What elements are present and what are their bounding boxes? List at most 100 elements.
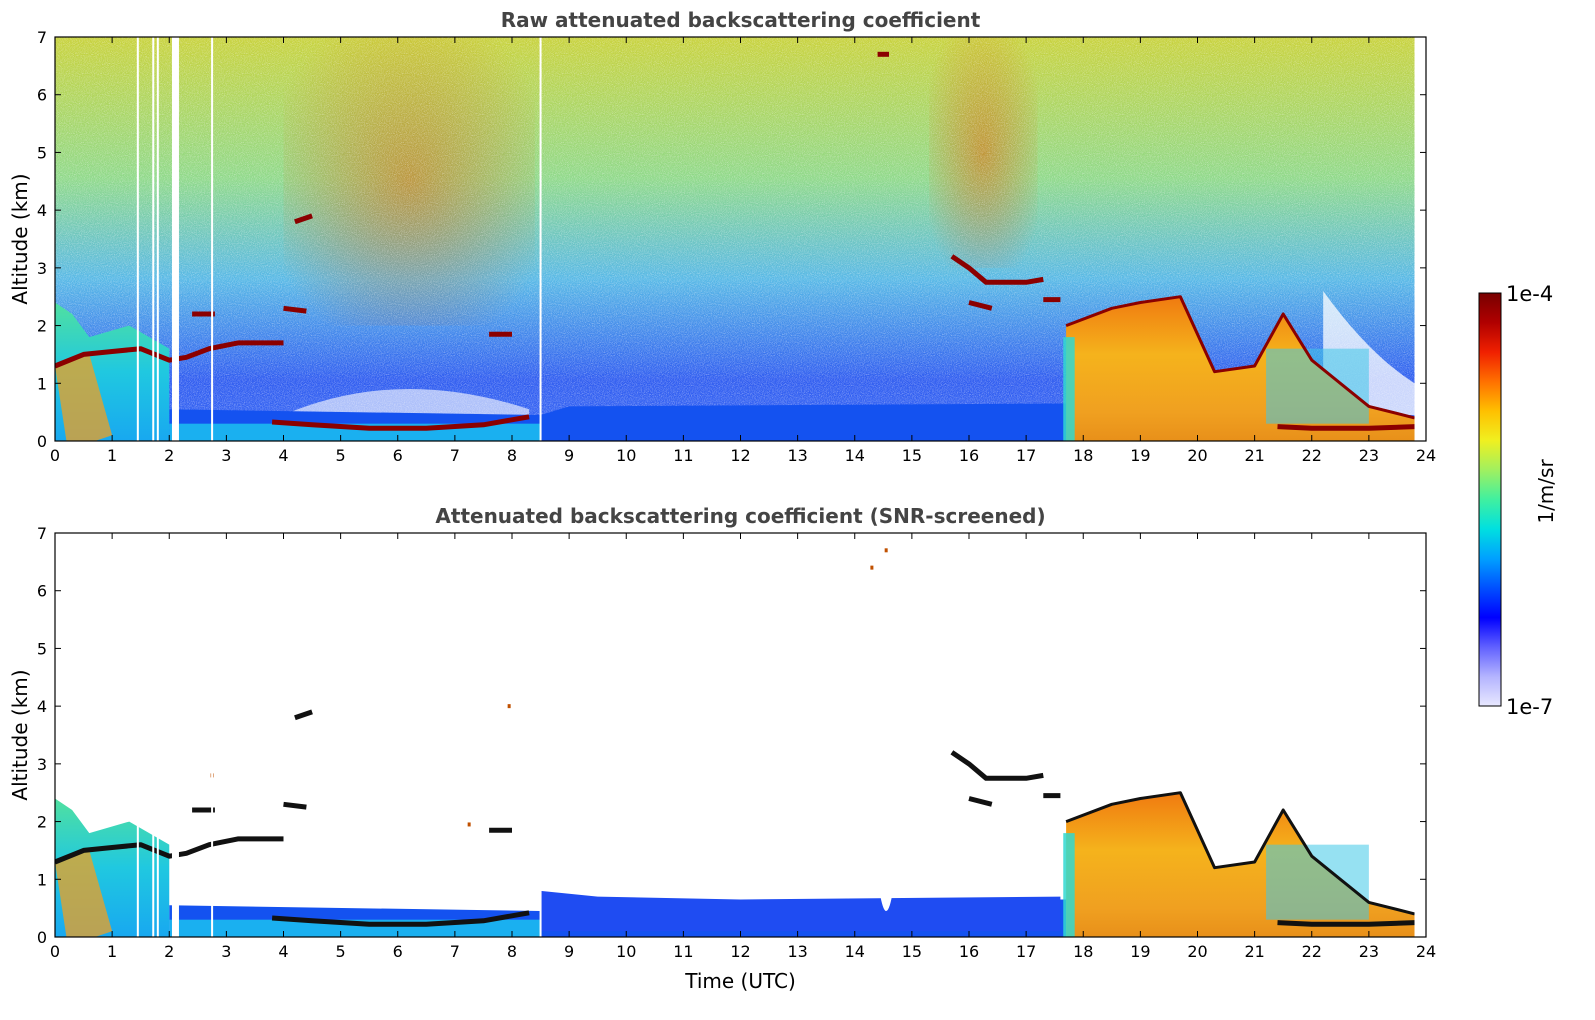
data-gap bbox=[211, 37, 214, 441]
x-tick-label: 3 bbox=[221, 446, 231, 465]
chart-title: Attenuated backscattering coefficient (S… bbox=[435, 504, 1045, 528]
y-tick-label: 1 bbox=[37, 870, 47, 889]
x-tick-label: 22 bbox=[1302, 942, 1322, 961]
x-tick-label: 3 bbox=[221, 942, 231, 961]
x-tick-label: 1 bbox=[107, 446, 117, 465]
data-gap bbox=[156, 533, 159, 937]
x-tick-label: 14 bbox=[845, 446, 865, 465]
x-tick-label: 23 bbox=[1359, 446, 1379, 465]
panel-snr-screened: 0 1 2 3 4 5 6 7 8 9 10 11 12 13 14 15 16 17 18 19 20 21 22 23 24… bbox=[8, 504, 1436, 993]
x-tick-label: 22 bbox=[1302, 446, 1322, 465]
x-tick-label: 17 bbox=[1016, 942, 1036, 961]
y-tick-label: 0 bbox=[37, 928, 47, 947]
x-tick-label: 1 bbox=[107, 942, 117, 961]
screened-point bbox=[884, 548, 888, 553]
plot-area bbox=[55, 533, 1426, 937]
layer-low-layer bbox=[1277, 424, 1415, 431]
x-tick-label: 16 bbox=[959, 446, 979, 465]
x-tick-label: 7 bbox=[450, 942, 460, 961]
data-gap bbox=[171, 37, 179, 441]
y-tick-label: 5 bbox=[37, 639, 47, 658]
y-tick-label: 4 bbox=[37, 697, 47, 716]
no-data bbox=[1414, 533, 1426, 937]
data-gap bbox=[156, 37, 159, 441]
layer-cloud bbox=[968, 300, 993, 311]
layer-boundary-layer-top bbox=[55, 836, 284, 865]
y-tick-label: 6 bbox=[37, 582, 47, 601]
y-axis-label: Altitude (km) bbox=[8, 173, 32, 304]
y-tick-label: 7 bbox=[37, 524, 47, 543]
x-tick-label: 24 bbox=[1416, 942, 1436, 961]
x-tick-label: 8 bbox=[507, 942, 517, 961]
y-tick-label: 6 bbox=[37, 86, 47, 105]
x-tick-label: 16 bbox=[959, 942, 979, 961]
no-data bbox=[1414, 37, 1426, 441]
y-tick-label: 2 bbox=[37, 813, 47, 832]
x-tick-label: 6 bbox=[393, 446, 403, 465]
mixed-layer bbox=[1266, 844, 1369, 920]
colorbar-min-label: 1e-7 bbox=[1506, 695, 1553, 719]
mixed-layer bbox=[1266, 348, 1369, 424]
chart-title: Raw attenuated backscattering coefficien… bbox=[501, 8, 981, 32]
layer-cloud-top bbox=[1065, 791, 1415, 916]
screened-gap bbox=[880, 896, 892, 912]
screened-point bbox=[507, 704, 511, 709]
plot-area bbox=[55, 37, 1426, 441]
x-tick-label: 12 bbox=[730, 942, 750, 961]
x-tick-label: 2 bbox=[164, 942, 174, 961]
x-tick-label: 0 bbox=[50, 942, 60, 961]
x-tick-label: 12 bbox=[730, 446, 750, 465]
y-tick-label: 1 bbox=[37, 374, 47, 393]
y-tick-label: 5 bbox=[37, 143, 47, 162]
x-tick-label: 11 bbox=[673, 446, 693, 465]
y-tick-label: 0 bbox=[37, 432, 47, 451]
clear-zone bbox=[283, 388, 530, 418]
x-tick-label: 20 bbox=[1187, 942, 1207, 961]
x-tick-label: 13 bbox=[787, 446, 807, 465]
layer-cloud bbox=[294, 213, 313, 225]
x-tick-label: 21 bbox=[1244, 942, 1264, 961]
x-tick-label: 19 bbox=[1130, 446, 1150, 465]
y-tick-label: 2 bbox=[37, 317, 47, 336]
y-tick-label: 4 bbox=[37, 201, 47, 220]
aerosol-plume bbox=[55, 850, 113, 937]
colorbar: 1e-4 1e-7 1/m/sr bbox=[1478, 282, 1558, 719]
aerosol-plume bbox=[55, 354, 113, 441]
x-tick-label: 10 bbox=[616, 446, 636, 465]
x-axis-label: Time (UTC) bbox=[684, 969, 796, 993]
x-tick-label: 14 bbox=[845, 942, 865, 961]
x-tick-label: 2 bbox=[164, 446, 174, 465]
x-tick-label: 15 bbox=[902, 446, 922, 465]
layer-low-layer bbox=[271, 910, 530, 927]
y-tick-label: 3 bbox=[37, 259, 47, 278]
x-tick-label: 15 bbox=[902, 942, 922, 961]
screened-point bbox=[870, 565, 874, 570]
x-tick-label: 6 bbox=[393, 942, 403, 961]
layer-cloud bbox=[283, 305, 307, 314]
x-tick-label: 17 bbox=[1016, 446, 1036, 465]
layer-low-layer bbox=[1277, 920, 1415, 927]
x-tick-label: 13 bbox=[787, 942, 807, 961]
x-tick-label: 9 bbox=[564, 942, 574, 961]
data-gap bbox=[136, 533, 139, 937]
layer-cloud bbox=[950, 254, 1044, 285]
aerosol-edge bbox=[1063, 833, 1075, 937]
x-tick-label: 0 bbox=[50, 446, 60, 465]
data-gap bbox=[539, 37, 542, 441]
x-tick-label: 4 bbox=[278, 446, 288, 465]
data-gap bbox=[152, 533, 155, 937]
x-tick-label: 9 bbox=[564, 446, 574, 465]
x-tick-label: 19 bbox=[1130, 942, 1150, 961]
x-tick-label: 18 bbox=[1073, 942, 1093, 961]
y-axis-label: Altitude (km) bbox=[8, 669, 32, 800]
x-tick-label: 8 bbox=[507, 446, 517, 465]
x-tick-label: 11 bbox=[673, 942, 693, 961]
data-gap bbox=[171, 533, 179, 937]
layer-low-layer bbox=[271, 414, 530, 431]
layer-cloud bbox=[294, 709, 313, 721]
panel-raw: 0 1 2 3 4 5 6 7 8 9 10 11 12 13 14 15 16 17 18 19 20 21 22 23 24… bbox=[8, 8, 1436, 465]
data-gap bbox=[539, 533, 542, 937]
y-tick-label: 7 bbox=[37, 28, 47, 47]
layer-boundary-layer-top bbox=[55, 340, 284, 369]
colorbar-label: 1/m/sr bbox=[1534, 459, 1558, 524]
